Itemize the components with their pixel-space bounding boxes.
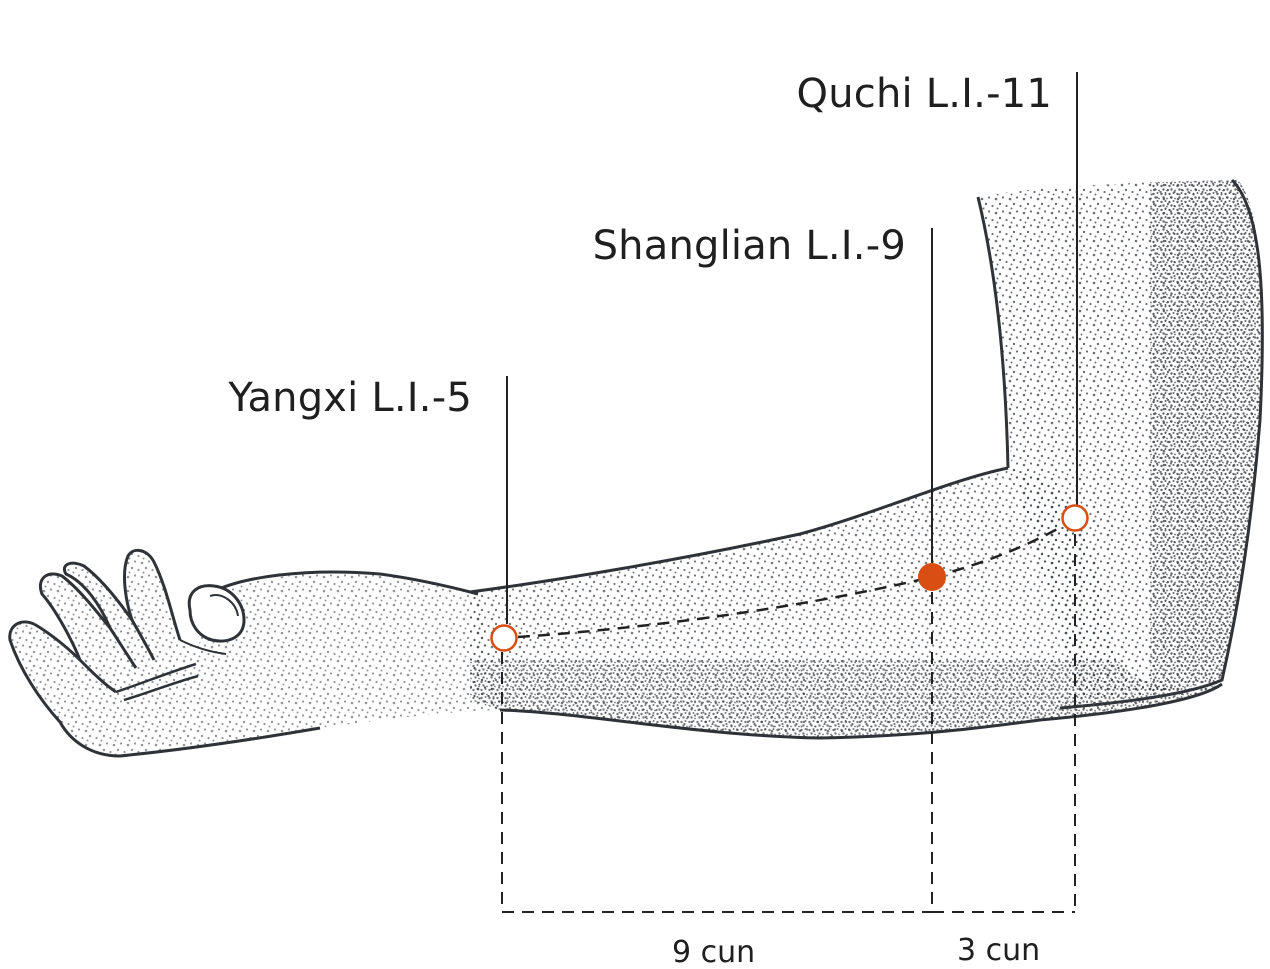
- yangxi-label: Yangxi L.I.-5: [228, 375, 472, 421]
- meridian-path: [517, 524, 1064, 639]
- yangxi-point-marker: [490, 624, 518, 652]
- shanglian-label: Shanglian L.I.-9: [592, 223, 906, 269]
- hand: [8, 548, 500, 758]
- quchi-point-marker: [1061, 504, 1089, 532]
- distance-9cun-label: 9 cun: [672, 935, 756, 969]
- shanglian-point-marker: [918, 563, 946, 591]
- quchi-label: Quchi L.I.-11: [796, 71, 1052, 117]
- distance-3cun-label: 3 cun: [957, 933, 1041, 968]
- forearm: [469, 466, 1223, 740]
